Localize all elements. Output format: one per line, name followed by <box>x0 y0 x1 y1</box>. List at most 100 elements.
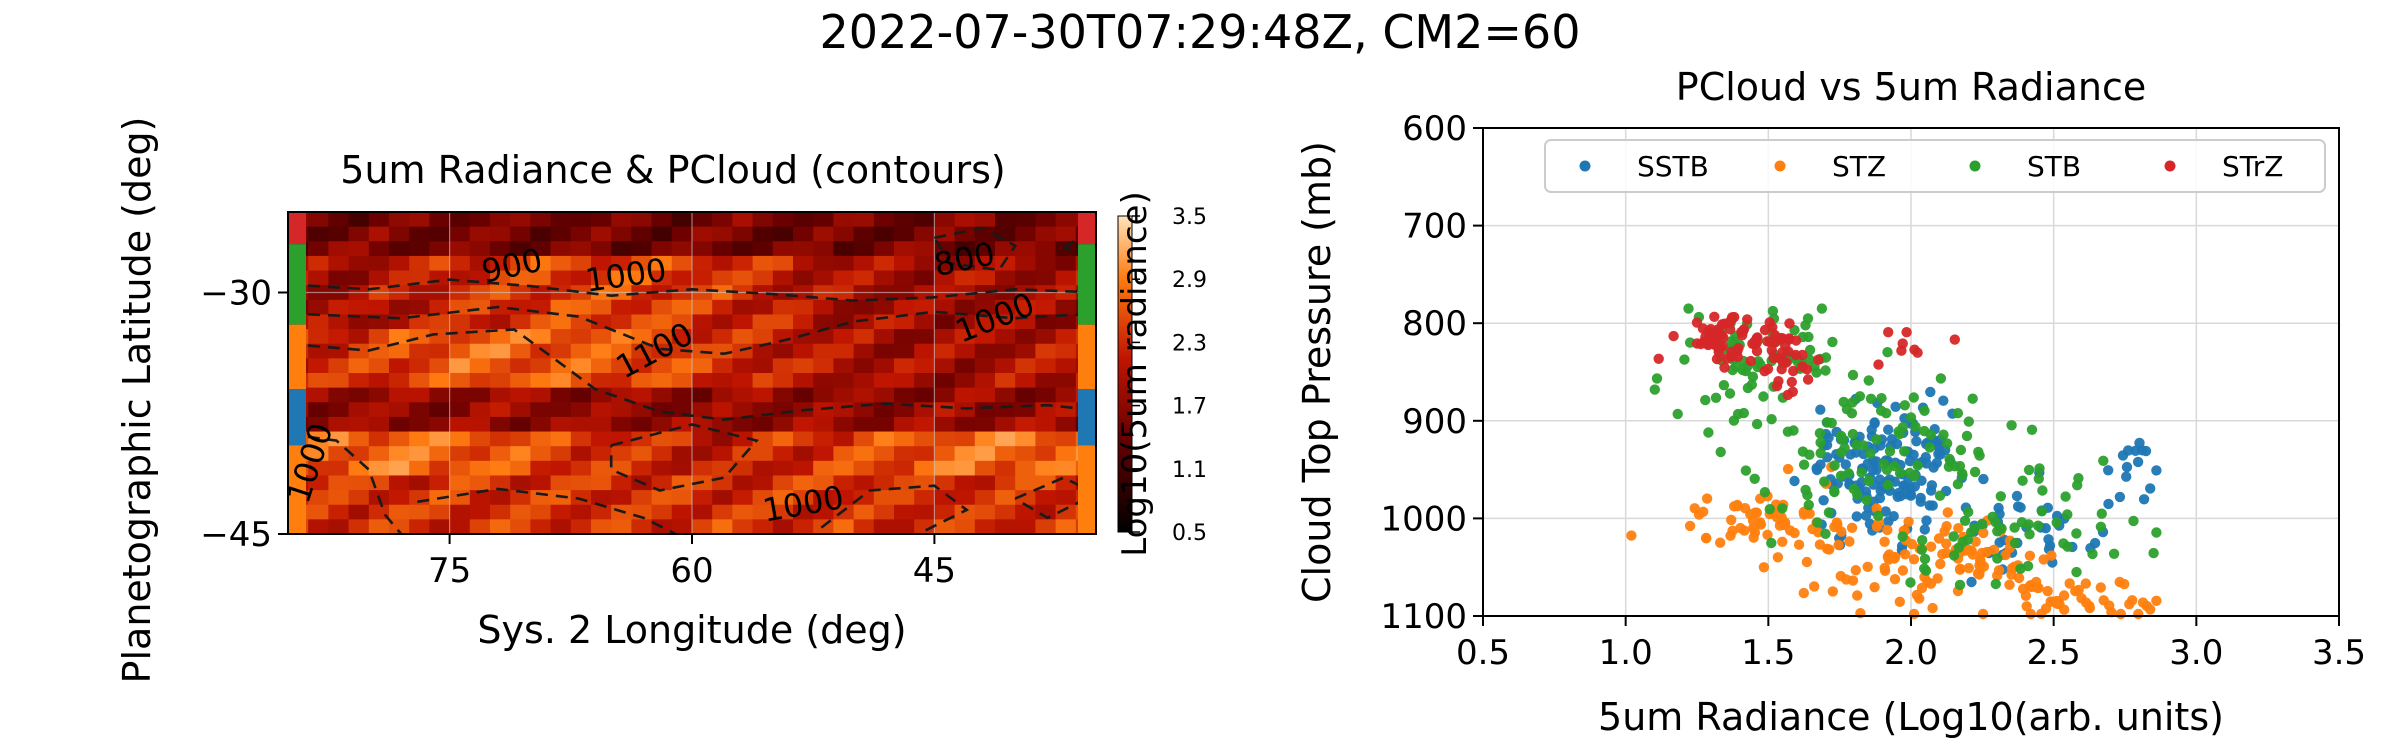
heatmap-cell <box>772 373 794 389</box>
heatmap-cell <box>550 402 572 418</box>
data-point <box>2062 509 2073 520</box>
data-point <box>1797 446 1809 457</box>
heatmap-cell <box>409 373 430 389</box>
heatmap-cell <box>308 387 329 403</box>
data-point <box>2036 506 2048 517</box>
contour-line <box>288 278 1096 302</box>
heatmap-cell <box>1015 460 1036 477</box>
heatmap-cell <box>570 314 592 330</box>
heatmap-cell <box>692 373 713 389</box>
data-point <box>1990 578 2002 590</box>
data-point <box>1789 527 1800 539</box>
heatmap-cell <box>530 475 552 491</box>
heatmap-cell <box>732 329 754 345</box>
heatmap-cell <box>995 255 1016 272</box>
heatmap-cell <box>995 387 1016 403</box>
heatmap-cell <box>308 402 329 418</box>
data-point <box>1974 450 1985 461</box>
heatmap-cell <box>348 387 370 403</box>
heatmap-cell <box>1055 373 1077 389</box>
heatmap-cell <box>873 460 895 477</box>
data-point <box>1815 404 1826 415</box>
heatmap-cell <box>995 241 1016 257</box>
data-point <box>1939 526 1950 537</box>
heatmap-cell <box>570 358 592 374</box>
heatmap-cell <box>530 490 552 506</box>
heatmap-cell <box>772 431 794 447</box>
heatmap-cell <box>772 446 794 462</box>
heatmap-cell <box>914 255 935 272</box>
data-point <box>1948 531 1959 542</box>
band-marker-left <box>288 244 306 325</box>
heatmap-cell <box>530 519 552 534</box>
data-point <box>2026 424 2038 435</box>
data-point <box>2009 537 2021 549</box>
heatmap-cell <box>308 358 329 374</box>
data-point <box>1762 529 1773 540</box>
data-point <box>1938 429 1949 440</box>
data-point <box>1906 538 1918 550</box>
heatmap-cell <box>348 504 370 520</box>
heatmap-cell <box>469 299 491 316</box>
heatmap-cell <box>469 460 491 477</box>
scatter-y-label: Cloud Top Pressure (mb) <box>1295 141 1339 603</box>
heatmap-cell <box>894 431 915 447</box>
heatmap-cell <box>651 402 673 418</box>
heatmap-cell <box>732 402 754 418</box>
heatmap-cell <box>692 490 713 506</box>
heatmap-cell <box>490 475 511 491</box>
data-point <box>1749 336 1761 347</box>
heatmap-cell <box>550 329 572 345</box>
heatmap-cell <box>631 314 653 330</box>
data-point <box>1921 515 1932 526</box>
data-point <box>1783 346 1794 357</box>
data-point <box>1899 549 1911 560</box>
data-point <box>2033 582 2044 594</box>
heatmap-cell <box>833 358 855 374</box>
heatmap-cell <box>732 387 754 403</box>
heatmap-cell <box>308 241 329 257</box>
data-point <box>2151 465 2162 476</box>
heatmap-cell <box>570 255 592 272</box>
data-point <box>2138 494 2150 505</box>
legend-items: SSTB STZ STB STrZ <box>1579 150 2283 183</box>
heatmap-cell <box>409 299 430 316</box>
scatter-points <box>1626 303 2162 620</box>
heatmap-cell <box>409 402 430 418</box>
heatmap-cell <box>490 299 511 316</box>
heatmap-cell <box>611 519 632 534</box>
heatmap-cell <box>550 358 572 374</box>
heatmap-cell <box>631 519 653 534</box>
heatmap-cell <box>389 329 410 345</box>
band-marker-right <box>1078 244 1096 325</box>
heatmap-cell <box>591 270 612 286</box>
heatmap-cell <box>934 387 956 403</box>
heatmap-cell <box>793 343 814 359</box>
heatmap-cell <box>772 226 794 242</box>
data-point <box>1925 541 1937 552</box>
heatmap-cell <box>692 255 713 272</box>
heatmap-cell <box>409 255 430 272</box>
data-point <box>2114 491 2126 503</box>
heatmap-cell <box>429 343 451 359</box>
data-point <box>2151 527 2162 538</box>
heatmap-cell <box>671 255 693 272</box>
heatmap-cell <box>692 212 713 228</box>
data-point <box>1812 517 1823 528</box>
heatmap-cell <box>328 226 350 242</box>
heatmap-cell <box>692 358 713 374</box>
heatmap-cell <box>692 241 713 257</box>
heatmap-cell <box>853 212 875 228</box>
heatmap-cell <box>510 255 531 272</box>
heatmap-cell <box>308 446 329 462</box>
heatmap-cell <box>732 504 754 520</box>
contour-line <box>820 484 970 534</box>
data-point <box>2087 548 2098 560</box>
data-point <box>1793 539 1805 550</box>
heatmap-cell <box>469 402 491 418</box>
data-point <box>2114 576 2125 588</box>
data-point <box>1717 319 1728 330</box>
heatmap-cell <box>1055 343 1077 359</box>
data-point <box>1802 374 1814 385</box>
data-point <box>1749 527 1761 538</box>
